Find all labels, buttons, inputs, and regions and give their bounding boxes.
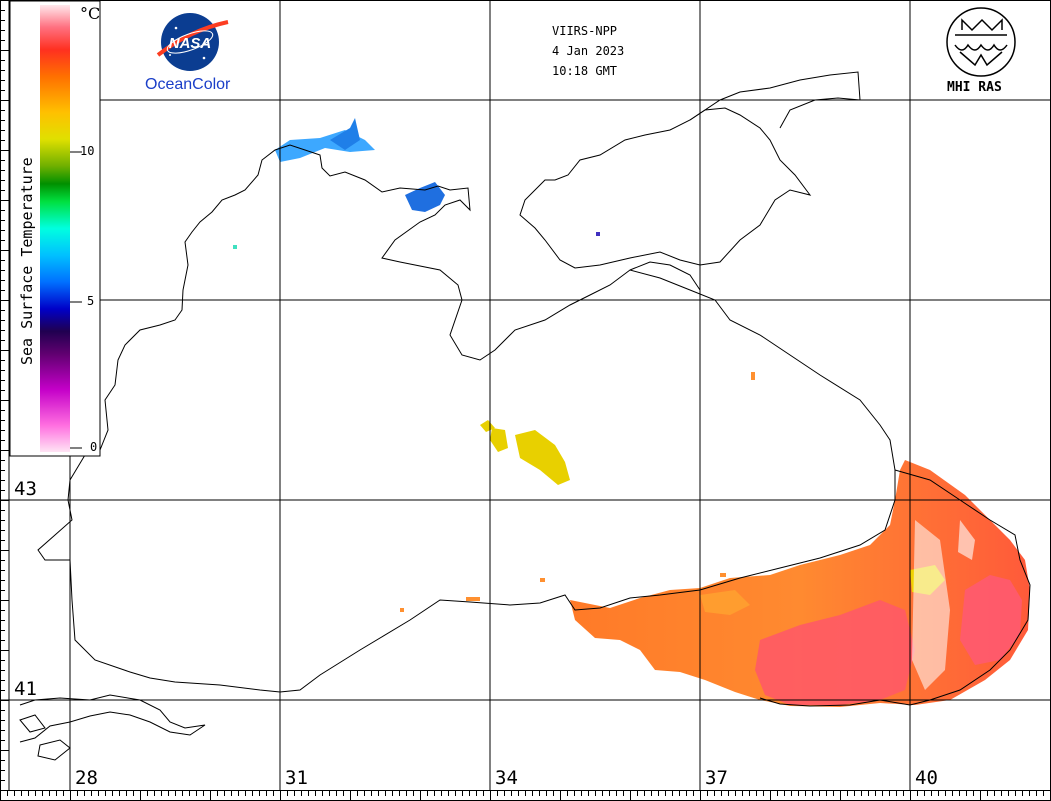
colorbar-unit: °C [80, 4, 101, 23]
sst-scatter [233, 245, 755, 612]
colorbar-title: Sea Surface Temperature [18, 157, 36, 365]
lon-label-28: 28 [75, 767, 98, 789]
bottom-scale-ticks [0, 790, 1051, 801]
colorbar [9, 0, 101, 457]
sst-warm-region [570, 460, 1030, 707]
sensor-label: VIIRS-NPP [552, 24, 618, 38]
lon-label-40: 40 [915, 767, 938, 789]
lon-label-31: 31 [285, 767, 308, 789]
lon-label-34: 34 [495, 767, 518, 789]
sst-cold-region [275, 118, 600, 236]
oceancolor-label: OceanColor [145, 76, 231, 93]
colorbar-tick-10: 10 [80, 144, 95, 158]
lat-label-41: 41 [14, 678, 37, 700]
left-scale-ticks [0, 0, 9, 781]
date-label: 4 Jan 2023 [552, 44, 625, 58]
nasa-logo-icon [156, 13, 229, 71]
lon-label-37: 37 [705, 767, 728, 789]
colorbar-tick-5: 5 [87, 294, 95, 308]
sst-mid-region [480, 420, 570, 485]
nasa-wordmark: NASA [169, 35, 212, 52]
mhi-ras-logo-icon [946, 7, 1016, 77]
coastline [19, 71, 1031, 761]
time-label: 10:18 GMT [552, 64, 618, 78]
lat-label-43: 43 [14, 478, 37, 500]
mhi-ras-label: MHI RAS [947, 80, 1002, 95]
colorbar-tick-0: 0 [90, 440, 98, 454]
